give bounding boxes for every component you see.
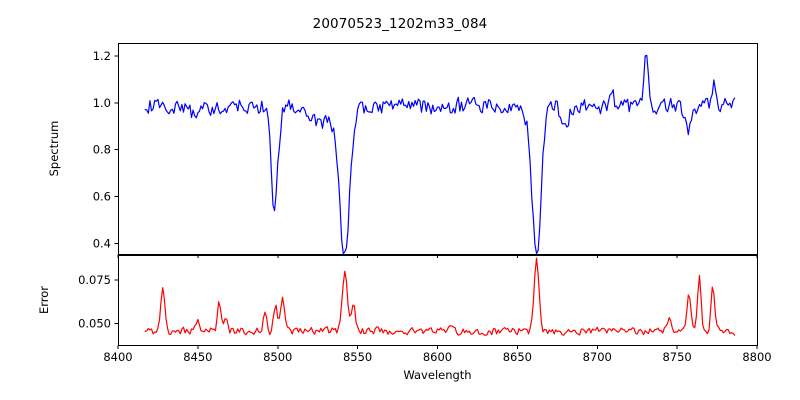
page-title: 20070523_1202m33_084: [312, 16, 488, 32]
y-tick-label: 0.8: [93, 143, 111, 157]
error-y-axis-label: Error: [37, 286, 51, 314]
y-tick-label: 1.0: [93, 96, 111, 110]
spectrum-series-line: [144, 54, 736, 255]
error-x-tick-group: 8400 8450 8500 8550 8600 8650 8700 8750 8800: [103, 345, 772, 364]
x-tick-label: 8450: [183, 350, 212, 364]
y-tick-label: 0.4: [93, 236, 111, 250]
y-tick-label: 0.075: [78, 273, 111, 287]
spectrum-y-tick-group: 0.4 0.6 0.8 1.0 1.2: [93, 49, 119, 250]
x-tick-label: 8700: [583, 350, 612, 364]
x-tick-label: 8600: [423, 350, 452, 364]
x-tick-label: 8500: [263, 350, 292, 364]
spectrum-y-axis-label: Spectrum: [47, 121, 61, 177]
spectrum-axes-frame: [118, 43, 758, 255]
x-tick-label: 8550: [343, 350, 372, 364]
x-tick-label: 8650: [503, 350, 532, 364]
y-tick-label: 1.2: [93, 49, 111, 63]
x-tick-label: 8800: [742, 350, 771, 364]
x-axis-label: Wavelength: [403, 368, 471, 382]
error-series-line: [144, 257, 736, 336]
x-tick-label: 8400: [103, 350, 132, 364]
y-tick-label: 0.050: [78, 316, 111, 330]
y-tick-label: 0.6: [93, 190, 111, 204]
error-axes-frame: [118, 255, 758, 346]
panel-spectrum: 0.4 0.6 0.8 1.0 1.2 Spectrum: [47, 43, 758, 258]
x-tick-label: 8750: [662, 350, 691, 364]
error-y-tick-group: 0.050 0.075: [78, 273, 119, 330]
